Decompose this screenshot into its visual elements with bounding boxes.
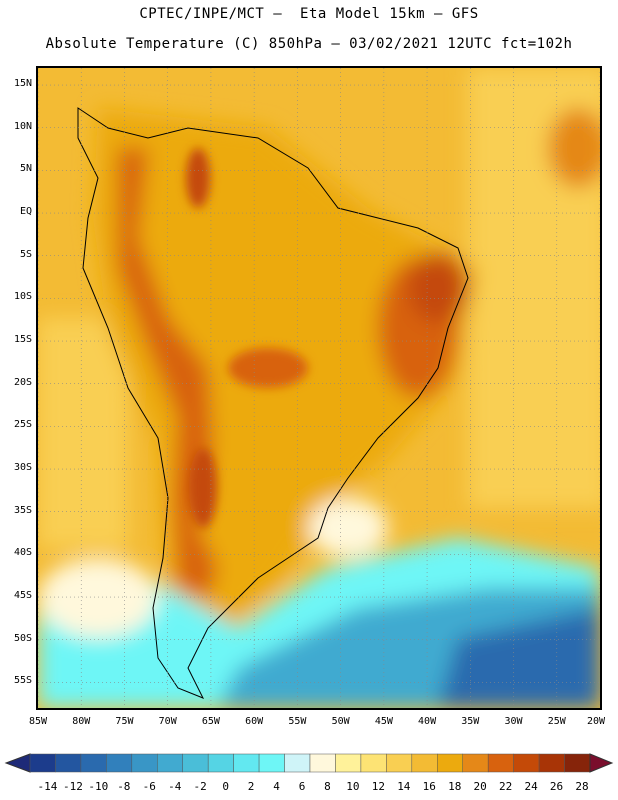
lon-label: 60W	[245, 716, 264, 727]
colorbar-tick-label: 18	[448, 780, 462, 793]
colorbar-tick-label: 10	[346, 780, 360, 793]
lon-label: 65W	[201, 716, 220, 727]
lon-label: 85W	[28, 716, 48, 727]
colorbar-swatch	[55, 753, 82, 773]
colorbar-tick-label: 20	[473, 780, 487, 793]
colorbar-tick-label: 12	[371, 780, 385, 793]
lat-label: 35S	[13, 504, 32, 516]
colorbar-tick-label: 16	[422, 780, 436, 793]
colorbar-tick-label: -6	[142, 780, 156, 793]
lon-label: 25W	[547, 716, 566, 727]
colorbar-swatch	[564, 753, 591, 773]
colorbar-tick-label: -12	[62, 780, 83, 793]
colorbar-tick-label: -10	[88, 780, 109, 793]
lon-label: 35W	[461, 716, 480, 727]
coastline	[77, 107, 469, 699]
temperature-field-detail	[186, 148, 308, 528]
colorbar-swatch	[309, 753, 336, 773]
colorbar-swatch	[411, 753, 438, 773]
colorbar-swatch	[131, 753, 158, 773]
lon-label: 70W	[158, 716, 177, 727]
lat-label: 15S	[13, 334, 32, 346]
lon-label: 75W	[115, 716, 134, 727]
temperature-map	[38, 68, 600, 708]
colorbar-swatch	[182, 753, 209, 773]
colorbar-swatch	[207, 753, 234, 773]
lat-label: 5S	[19, 248, 32, 260]
map-panel	[36, 66, 602, 710]
colorbar-swatch	[487, 753, 514, 773]
colorbar-tick-label: -8	[117, 780, 131, 793]
colorbar-tick-label: 6	[298, 780, 306, 793]
lat-label: EQ	[19, 206, 32, 218]
colorbar-tick-label: 0	[222, 780, 229, 793]
colorbar-swatch	[106, 753, 133, 773]
colorbar-swatch	[80, 753, 107, 773]
colorbar-tick-label: 26	[549, 780, 564, 793]
lat-label: 20S	[13, 376, 32, 388]
colorbar-swatch	[157, 753, 183, 773]
title-line-1: CPTEC/INPE/MCT – Eta Model 15km – GFS	[139, 6, 479, 22]
colorbar-tick-label: 14	[397, 780, 411, 793]
lon-label: 30W	[504, 716, 523, 727]
colorbar-tick-label: 8	[324, 780, 331, 793]
colorbar-tick-label: 24	[524, 780, 538, 793]
colorbar-right-arrow	[589, 753, 614, 773]
colorbar	[4, 753, 614, 773]
lat-label: 30S	[13, 462, 32, 474]
lat-label: 45S	[13, 590, 32, 602]
colorbar-swatch	[335, 753, 362, 773]
lat-label: 55S	[13, 675, 32, 687]
colorbar-swatch	[437, 753, 463, 773]
lat-label: 5N	[19, 163, 32, 175]
lon-label: 50W	[331, 716, 350, 727]
colorbar-tick-label: 2	[247, 780, 255, 793]
colorbar-tick-label: 28	[575, 780, 589, 793]
colorbar-tick-label: 22	[499, 780, 513, 793]
lat-label: 10N	[13, 120, 32, 132]
colorbar-swatch	[29, 753, 56, 773]
colorbar-swatch	[538, 753, 565, 773]
lat-label: 40S	[13, 547, 32, 559]
colorbar-swatch	[258, 753, 285, 773]
colorbar-swatch	[233, 753, 260, 773]
colorbar-left-arrow	[4, 753, 31, 773]
lat-label: 10S	[13, 291, 32, 303]
lat-label: 25S	[13, 419, 32, 431]
lat-label: 15N	[13, 78, 32, 90]
map-gridlines	[38, 68, 600, 708]
colorbar-swatch	[360, 753, 387, 773]
lon-label: 20W	[586, 716, 606, 727]
colorbar-swatch	[386, 753, 413, 773]
colorbar-swatch	[462, 753, 489, 773]
lon-label: 55W	[288, 716, 307, 727]
lon-label: 40W	[418, 716, 437, 727]
lon-label: 80W	[72, 716, 91, 727]
lon-label: 45W	[374, 716, 393, 727]
colorbar-tick-label: -14	[37, 780, 58, 793]
title-line-2: Absolute Temperature (C) 850hPa – 03/02/…	[45, 36, 573, 52]
colorbar-tick-label: -4	[168, 780, 182, 793]
colorbar-swatch	[284, 753, 311, 773]
colorbar-swatch	[513, 753, 540, 773]
lat-label: 50S	[13, 632, 32, 644]
colorbar-tick-label: 4	[273, 780, 280, 793]
colorbar-tick-label: -2	[193, 780, 207, 793]
